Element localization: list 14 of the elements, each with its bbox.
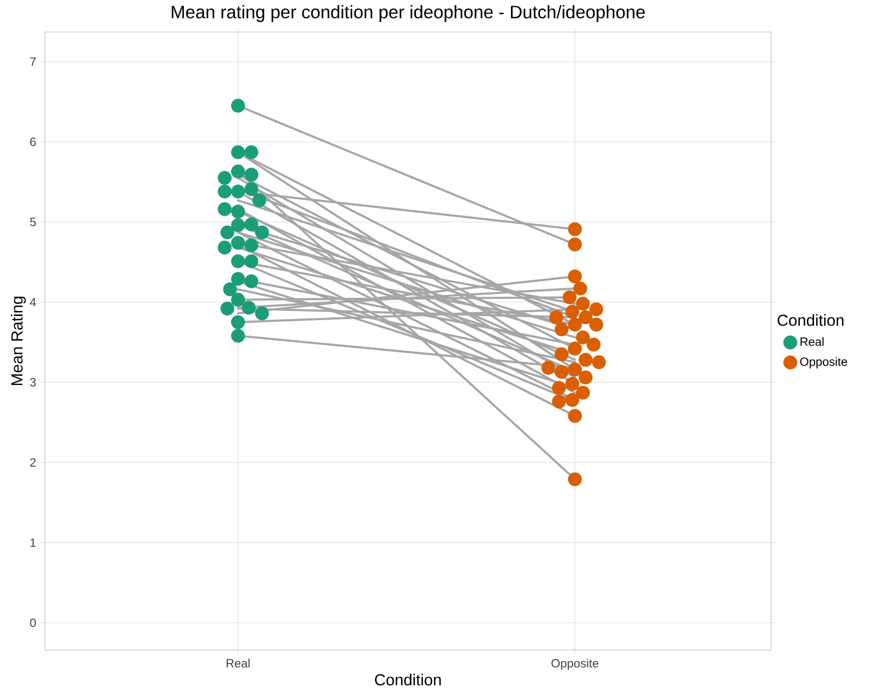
y-tick-label: 3 xyxy=(30,378,36,387)
legend-label: Opposite xyxy=(800,357,848,368)
y-tick-label: 5 xyxy=(30,218,36,226)
y-tick-label: 1 xyxy=(30,538,36,547)
y-axis-title: Mean Rating xyxy=(10,296,26,386)
chart-title: Mean rating per condition per ideophone - Dutch/ideophone xyxy=(172,5,645,22)
legend-title: Condition xyxy=(778,314,844,326)
y-tick-label: 4 xyxy=(30,298,36,306)
y-tick-label: 0 xyxy=(30,618,36,628)
x-axis-title: Condition xyxy=(375,674,441,686)
y-tick-label: 2 xyxy=(30,458,36,467)
legend-label: Real xyxy=(800,337,824,346)
y-tick-label: 7 xyxy=(30,58,36,66)
y-tick-label: 6 xyxy=(30,138,36,146)
